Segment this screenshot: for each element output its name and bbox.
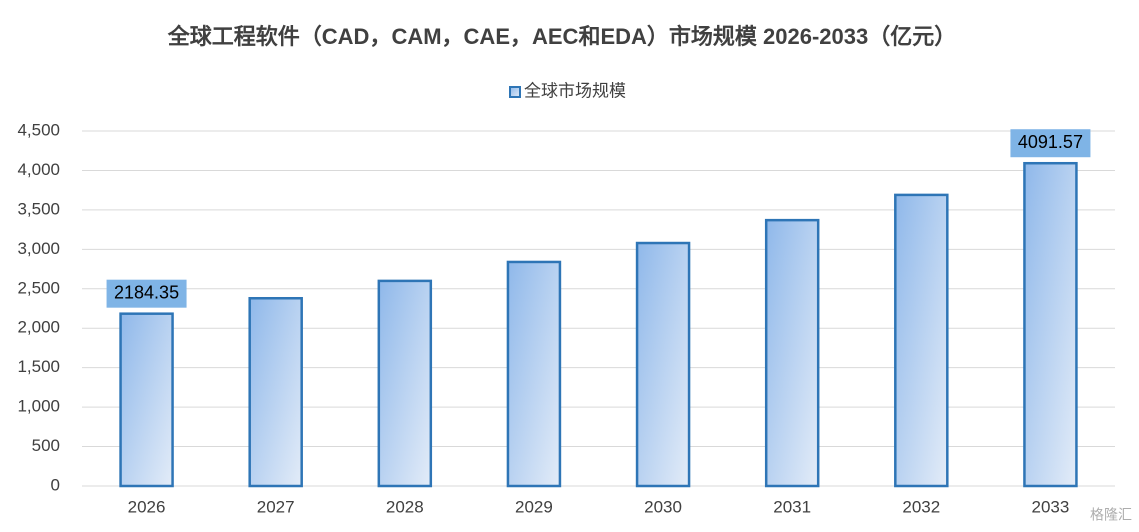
y-tick-label: 1,500 bbox=[17, 357, 60, 376]
bar bbox=[635, 241, 691, 488]
y-tick-label: 3,500 bbox=[17, 199, 60, 218]
y-tick-label: 4,000 bbox=[17, 160, 60, 179]
y-tick-label: 2,500 bbox=[17, 278, 60, 297]
legend-label: 全球市场规模 bbox=[524, 81, 626, 100]
legend-marker bbox=[509, 86, 521, 98]
bar bbox=[119, 312, 174, 488]
y-tick-label: 3,000 bbox=[17, 239, 60, 258]
data-label: 2184.35 bbox=[114, 282, 179, 302]
data-label: 4091.57 bbox=[1018, 132, 1083, 152]
x-tick-label: 2026 bbox=[128, 497, 166, 516]
x-tick-label: 2031 bbox=[773, 497, 811, 516]
bar bbox=[377, 279, 433, 488]
bar bbox=[894, 193, 949, 488]
bar bbox=[506, 260, 562, 488]
x-tick-label: 2033 bbox=[1032, 497, 1070, 516]
chart-title: 全球工程软件（CAD，CAM，CAE，AEC和EDA）市场规模 2026-203… bbox=[167, 24, 956, 49]
y-tick-label: 1,000 bbox=[17, 397, 60, 416]
data-label-box bbox=[106, 279, 187, 308]
y-tick-label: 0 bbox=[51, 475, 60, 494]
y-tick-label: 4,500 bbox=[17, 120, 60, 139]
bar bbox=[764, 218, 820, 488]
data-label-box bbox=[1010, 129, 1091, 158]
bar bbox=[248, 296, 303, 488]
bar bbox=[1023, 161, 1078, 488]
x-tick-label: 2032 bbox=[902, 497, 940, 516]
x-tick-label: 2028 bbox=[386, 497, 424, 516]
watermark: 格隆汇 bbox=[1090, 507, 1132, 523]
x-tick-label: 2030 bbox=[644, 497, 682, 516]
y-tick-label: 2,000 bbox=[17, 318, 60, 337]
x-tick-label: 2027 bbox=[257, 497, 295, 516]
x-tick-label: 2029 bbox=[515, 497, 553, 516]
y-tick-label: 500 bbox=[32, 436, 60, 455]
